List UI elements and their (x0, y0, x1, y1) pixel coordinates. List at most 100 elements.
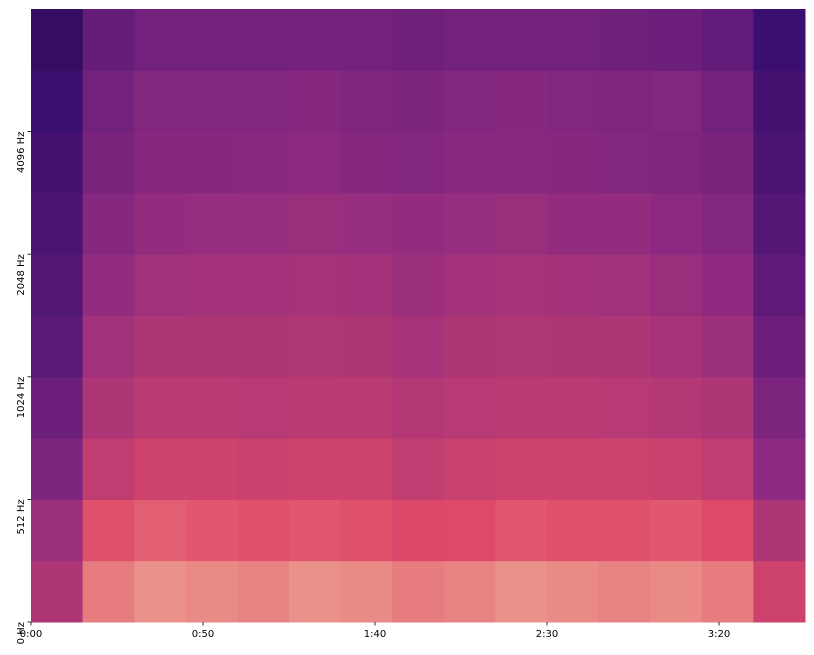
cell (237, 315, 290, 378)
cell (443, 560, 496, 623)
cell (495, 254, 548, 317)
cell (82, 315, 135, 378)
cell (753, 438, 806, 500)
x-tick-label: 2:30 (536, 629, 558, 640)
cell (185, 9, 238, 71)
cell (701, 560, 754, 623)
cell (134, 9, 187, 71)
cell (185, 499, 238, 562)
cell (753, 376, 806, 439)
cell (289, 70, 342, 133)
cell (392, 254, 445, 317)
cell (753, 9, 806, 71)
cell (289, 131, 342, 194)
cell (392, 315, 445, 378)
cell (495, 560, 548, 623)
cell (650, 315, 703, 378)
cell (443, 438, 496, 500)
cell (495, 438, 548, 500)
cell (340, 192, 393, 255)
cell (598, 315, 651, 378)
cell (701, 438, 754, 500)
cell (340, 499, 393, 562)
cell (598, 254, 651, 317)
cell (31, 131, 84, 194)
cell (701, 131, 754, 194)
cell (753, 499, 806, 562)
cell (495, 315, 548, 378)
cell (185, 376, 238, 439)
cell (495, 70, 548, 133)
cell (547, 131, 600, 194)
cell (598, 499, 651, 562)
cell (650, 131, 703, 194)
cell (598, 438, 651, 500)
cell (598, 376, 651, 439)
y-tick-label: 4096 Hz (16, 132, 27, 173)
cell (31, 192, 84, 255)
cell (701, 9, 754, 71)
cell (340, 70, 393, 133)
cell (547, 192, 600, 255)
cell (701, 192, 754, 255)
cell (495, 131, 548, 194)
cell (237, 9, 290, 71)
cell (31, 9, 84, 71)
cell (495, 9, 548, 71)
cell (31, 70, 84, 133)
cell (185, 254, 238, 317)
cell (289, 254, 342, 317)
cell (134, 70, 187, 133)
cell (237, 499, 290, 562)
cell (598, 192, 651, 255)
cell (340, 376, 393, 439)
cell (134, 438, 187, 500)
cell (650, 9, 703, 71)
cell (650, 254, 703, 317)
cell (237, 438, 290, 500)
x-tick-label: 0:50 (192, 629, 214, 640)
cell (443, 254, 496, 317)
cell (134, 131, 187, 194)
cell (82, 254, 135, 317)
cell (392, 376, 445, 439)
cell (340, 560, 393, 623)
cell (392, 70, 445, 133)
cell (753, 315, 806, 378)
cell (82, 560, 135, 623)
cell (598, 70, 651, 133)
cell (547, 315, 600, 378)
cell (340, 131, 393, 194)
cell (289, 376, 342, 439)
cell (443, 315, 496, 378)
cell (701, 376, 754, 439)
cell (598, 560, 651, 623)
cell (185, 192, 238, 255)
cell (237, 376, 290, 439)
cell (31, 560, 84, 623)
cell (650, 438, 703, 500)
cell (237, 192, 290, 255)
cell (547, 560, 600, 623)
cell (392, 560, 445, 623)
cell (495, 376, 548, 439)
cell (392, 9, 445, 71)
cell (82, 9, 135, 71)
cell (443, 499, 496, 562)
cell (289, 499, 342, 562)
cell (134, 315, 187, 378)
cell (753, 192, 806, 255)
cell (650, 192, 703, 255)
cell (237, 254, 290, 317)
cell (31, 438, 84, 500)
cell (31, 254, 84, 317)
x-tick-label: 1:40 (364, 629, 386, 640)
cell (547, 376, 600, 439)
cell (443, 131, 496, 194)
cell (134, 376, 187, 439)
cell (134, 192, 187, 255)
cell (443, 376, 496, 439)
cell (392, 499, 445, 562)
cell (753, 70, 806, 133)
